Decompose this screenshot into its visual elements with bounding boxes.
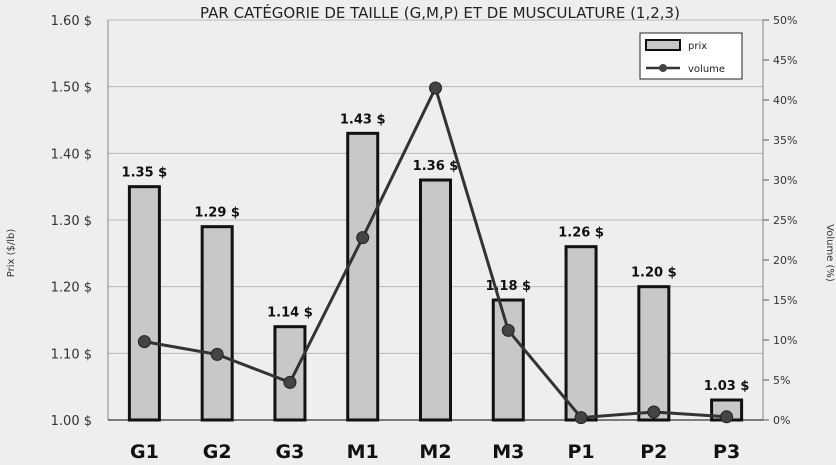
volume-point xyxy=(574,411,588,425)
bar xyxy=(491,298,525,422)
bar xyxy=(637,285,671,422)
y2-tick-label: 15% xyxy=(773,294,797,307)
x-tick-label: G2 xyxy=(203,441,232,463)
y2-tick-label: 30% xyxy=(773,174,797,187)
volume-point xyxy=(429,81,442,95)
legend: prix volume xyxy=(639,32,743,80)
legend-label-volume: volume xyxy=(688,64,725,75)
y-tick-label: 1.60 $ xyxy=(51,14,92,29)
bar-series xyxy=(127,131,744,422)
y2-tick-label: 10% xyxy=(773,334,797,347)
legend-marker-swatch xyxy=(659,64,667,72)
y2-tick-label: 35% xyxy=(773,134,797,147)
volume-point xyxy=(720,410,734,424)
volume-point xyxy=(647,405,661,419)
left-axis-ticks: 1.00 $ 1.10 $ 1.20 $ 1.30 $ 1.40 $ 1.50 $ 1.60… xyxy=(51,14,92,429)
x-tick-label: P2 xyxy=(640,441,667,463)
x-tick-label: M1 xyxy=(347,441,379,463)
bar xyxy=(564,245,598,422)
bar-data-label: 1.43 $ xyxy=(340,112,386,127)
y2-tick-label: 50% xyxy=(773,14,797,27)
bar-data-label: 1.20 $ xyxy=(631,266,677,281)
y-axis-title: Prix ($/lb) xyxy=(6,229,17,278)
bar xyxy=(419,178,452,422)
volume-point xyxy=(356,231,370,245)
bar-data-labels: 1.35 $1.29 $1.14 $1.43 $1.36 $1.18 $1.26… xyxy=(122,112,750,394)
y2-tick-label: 45% xyxy=(773,54,797,67)
bar xyxy=(273,325,307,422)
x-tick-label: M3 xyxy=(492,441,524,463)
chart-title: PAR CATÉGORIE DE TAILLE (G,M,P) ET DE MU… xyxy=(200,3,680,22)
bar-data-label: 1.03 $ xyxy=(704,379,750,394)
y2-tick-label: 25% xyxy=(773,214,797,227)
bar-data-label: 1.36 $ xyxy=(413,159,459,174)
bar xyxy=(127,185,161,422)
y-tick-label: 1.40 $ xyxy=(51,147,92,162)
right-axis-ticks: 0% 5% 10% 15% 20% 25% 30% 35% 40% 45% 50% xyxy=(763,14,797,427)
bar xyxy=(200,225,234,422)
volume-point xyxy=(137,335,151,349)
y-tick-label: 1.20 $ xyxy=(51,281,92,296)
y-tick-label: 1.10 $ xyxy=(51,347,92,362)
y-tick-label: 1.50 $ xyxy=(51,81,92,96)
bar-data-label: 1.29 $ xyxy=(194,206,240,221)
x-tick-label: M2 xyxy=(419,441,451,463)
bar-data-label: 1.35 $ xyxy=(122,166,168,181)
line-series xyxy=(137,81,734,425)
y2-tick-label: 0% xyxy=(773,414,790,427)
y2-axis-title: Volume (%) xyxy=(824,224,835,282)
legend-bar-swatch xyxy=(645,39,681,51)
y2-tick-label: 40% xyxy=(773,94,797,107)
volume-point xyxy=(210,347,224,361)
x-tick-label: P3 xyxy=(713,441,740,463)
x-axis-ticks: G1 G2 G3 M1 M2 M3 P1 P2 P3 xyxy=(130,441,740,463)
y-tick-label: 1.30 $ xyxy=(51,214,92,229)
bar-data-label: 1.14 $ xyxy=(267,306,313,321)
x-tick-label: G1 xyxy=(130,441,159,463)
y-tick-label: 1.00 $ xyxy=(51,414,92,429)
y2-tick-label: 5% xyxy=(773,374,790,387)
legend-label-prix: prix xyxy=(688,41,707,52)
volume-point xyxy=(501,323,515,337)
bar xyxy=(346,131,380,422)
volume-point xyxy=(283,375,297,389)
x-tick-label: P1 xyxy=(567,441,594,463)
y2-tick-label: 20% xyxy=(773,254,797,267)
bar-data-label: 1.26 $ xyxy=(558,226,604,241)
x-tick-label: G3 xyxy=(276,441,305,463)
